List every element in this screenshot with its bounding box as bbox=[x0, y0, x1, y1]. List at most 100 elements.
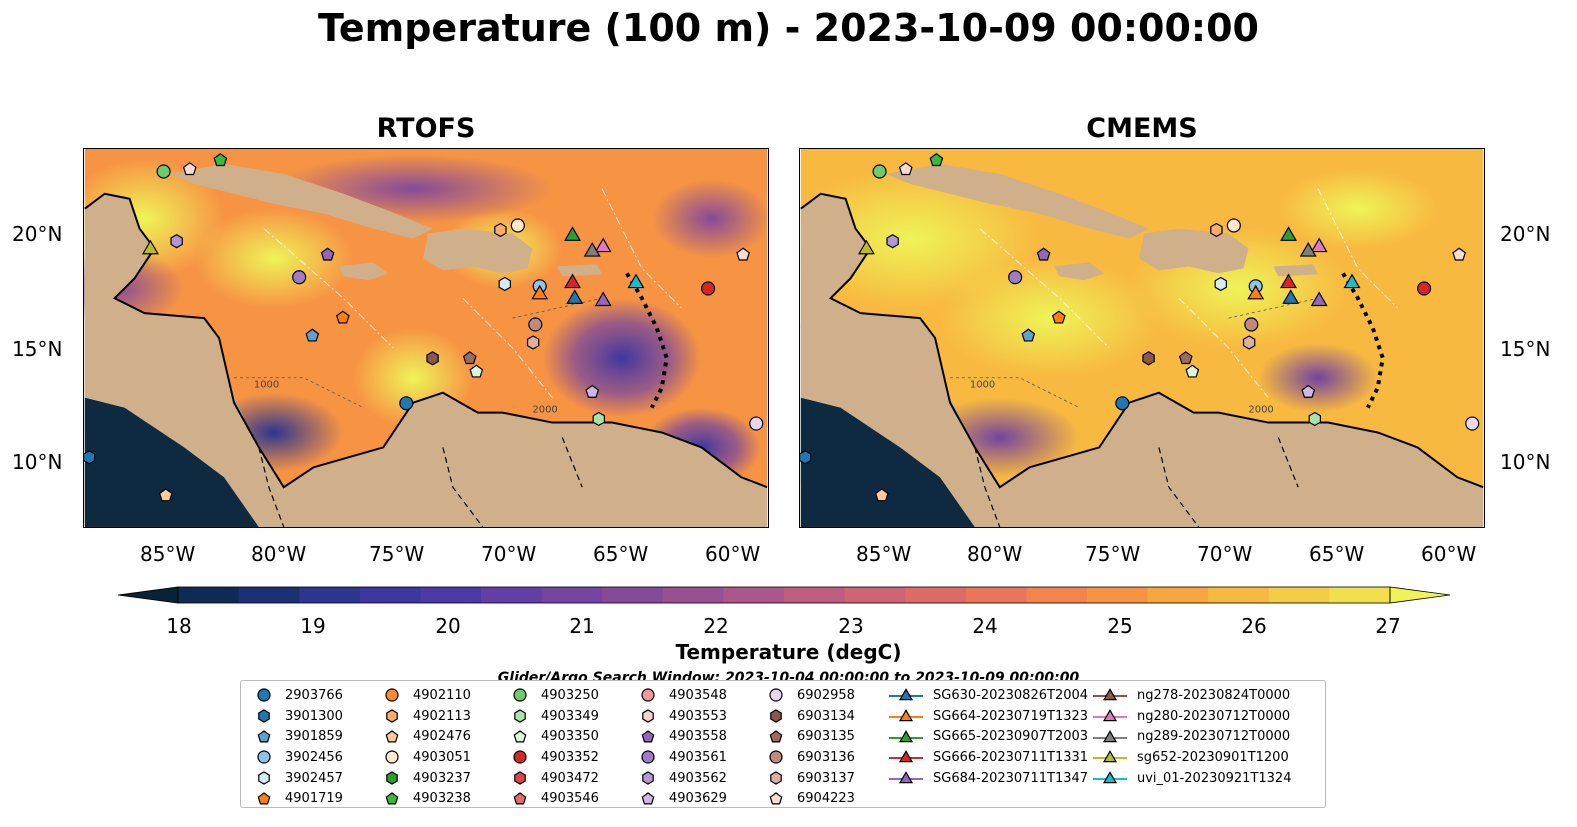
lat-tick-left: 15°N bbox=[12, 337, 63, 361]
lon-tick-right: 75°W bbox=[1085, 542, 1141, 566]
legend-label: 4902476 bbox=[413, 729, 471, 745]
legend-label: 6904223 bbox=[797, 791, 855, 807]
pentagon-marker-icon bbox=[385, 729, 399, 743]
triangle-marker-icon bbox=[889, 729, 923, 742]
lon-tick-left: 85°W bbox=[140, 542, 196, 566]
circle-marker-icon bbox=[513, 750, 527, 765]
platform-marker bbox=[1343, 273, 1361, 289]
colorbar-extend-low bbox=[118, 586, 179, 604]
legend-item: 4903250 bbox=[509, 685, 599, 706]
platform-marker bbox=[526, 335, 540, 350]
platform-marker bbox=[1021, 328, 1036, 342]
legend-column: ng278-20230824T0000 ng280-20230712T0000 ng… bbox=[1093, 685, 1291, 788]
hexagon-marker-icon bbox=[514, 709, 526, 723]
legend-item: 4903238 bbox=[381, 788, 471, 809]
platform-marker bbox=[1210, 222, 1223, 238]
legend-item: 2903766 bbox=[253, 685, 343, 706]
circle-marker-icon bbox=[385, 750, 399, 765]
legend-label: 4903349 bbox=[541, 708, 599, 724]
lon-tick-left: 65°W bbox=[593, 542, 649, 566]
pentagon-marker-icon bbox=[385, 792, 399, 805]
platform-marker bbox=[1244, 317, 1259, 332]
lon-tick-right: 60°W bbox=[1421, 542, 1477, 566]
legend-label: 6903135 bbox=[797, 729, 855, 745]
triangle-marker-icon bbox=[1093, 771, 1127, 784]
colorbar-bin bbox=[723, 587, 785, 603]
colorbar-bin bbox=[1208, 587, 1270, 603]
platform-marker bbox=[1417, 281, 1432, 296]
platform-marker bbox=[594, 237, 612, 253]
contour-label: 2000 bbox=[1248, 405, 1273, 416]
legend-item: 6902958 bbox=[765, 685, 855, 706]
legend-label: 3901300 bbox=[285, 708, 343, 724]
platform-marker bbox=[872, 164, 887, 179]
platform-marker bbox=[1185, 364, 1200, 378]
platform-marker bbox=[800, 450, 812, 465]
platform-marker bbox=[528, 317, 543, 332]
platform-marker bbox=[594, 291, 612, 307]
pentagon-marker-icon bbox=[769, 792, 783, 805]
legend-label: 3902457 bbox=[285, 770, 343, 786]
legend-item: 6903135 bbox=[765, 726, 855, 747]
lat-tick-right: 20°N bbox=[1500, 222, 1551, 246]
legend-item: 4903553 bbox=[637, 706, 727, 727]
platform-marker bbox=[1051, 310, 1066, 324]
hexagon-marker-icon bbox=[386, 709, 398, 723]
lon-tick-left: 75°W bbox=[369, 542, 425, 566]
platform-marker bbox=[1282, 289, 1300, 304]
hexagon-marker-icon bbox=[258, 709, 270, 723]
platform-marker bbox=[736, 247, 750, 261]
platform-marker bbox=[320, 247, 335, 261]
colorbar-bin bbox=[784, 587, 846, 603]
hexagon-marker-icon bbox=[642, 771, 654, 785]
pentagon-marker-icon bbox=[641, 729, 655, 743]
legend-label: 4902110 bbox=[413, 687, 471, 703]
platform-marker bbox=[1247, 284, 1265, 300]
platform-marker bbox=[1299, 241, 1317, 257]
legend-column: SG630-20230826T2004 SG664-20230719T1323 SG… bbox=[889, 685, 1088, 788]
colorbar-tick: 27 bbox=[1375, 614, 1401, 638]
contour-label: 2000 bbox=[532, 405, 557, 416]
platform-marker bbox=[510, 218, 525, 233]
colorbar-tick: 25 bbox=[1107, 614, 1133, 638]
legend-item: 4903237 bbox=[381, 768, 471, 789]
colorbar-bin bbox=[965, 587, 1027, 603]
lon-tick-right: 65°W bbox=[1309, 542, 1365, 566]
platform-marker bbox=[462, 351, 477, 365]
legend-label: 4903546 bbox=[541, 791, 599, 807]
triangle-marker-icon bbox=[889, 750, 923, 763]
platform-marker bbox=[1226, 218, 1241, 233]
colorbar-bin bbox=[1329, 587, 1391, 603]
legend-label: uvi_01-20230921T1324 bbox=[1137, 770, 1292, 786]
circle-marker-icon bbox=[641, 750, 655, 765]
contour-label: 1000 bbox=[254, 380, 279, 391]
legend-item: 4903629 bbox=[637, 788, 727, 809]
colorbar-tick: 18 bbox=[166, 614, 192, 638]
panel-title-cmems: CMEMS bbox=[1086, 113, 1198, 144]
rtofs-map: 1000 2000 bbox=[83, 148, 769, 528]
legend-item: 4903546 bbox=[509, 788, 599, 809]
legend-item: uvi_01-20230921T1324 bbox=[1093, 768, 1291, 789]
pentagon-marker-icon bbox=[513, 729, 527, 743]
legend-item: 6903136 bbox=[765, 747, 855, 768]
platform-marker bbox=[84, 450, 96, 465]
triangle-marker-icon bbox=[889, 709, 923, 722]
legend-item: 6904223 bbox=[765, 788, 855, 809]
legend-label: SG666-20230711T1331 bbox=[933, 749, 1089, 765]
triangle-marker-icon bbox=[1093, 729, 1127, 742]
legend-label: 3902456 bbox=[285, 749, 343, 765]
platform-marker bbox=[1301, 384, 1316, 398]
circle-marker-icon bbox=[385, 688, 399, 702]
legend-label: 4903558 bbox=[669, 729, 727, 745]
platform-marker bbox=[592, 411, 605, 427]
legend-label: 4903472 bbox=[541, 770, 599, 786]
colorbar-bin bbox=[905, 587, 967, 603]
colorbar-bin bbox=[541, 587, 603, 603]
legend-label: 4903350 bbox=[541, 729, 599, 745]
platform-marker bbox=[585, 384, 600, 398]
legend-item: 4903051 bbox=[381, 747, 471, 768]
cmems-map-canvas: 1000 2000 bbox=[800, 149, 1484, 527]
colorbar-bin bbox=[299, 587, 361, 603]
legend-item: 4902476 bbox=[381, 726, 471, 747]
pentagon-marker-icon bbox=[257, 729, 271, 743]
